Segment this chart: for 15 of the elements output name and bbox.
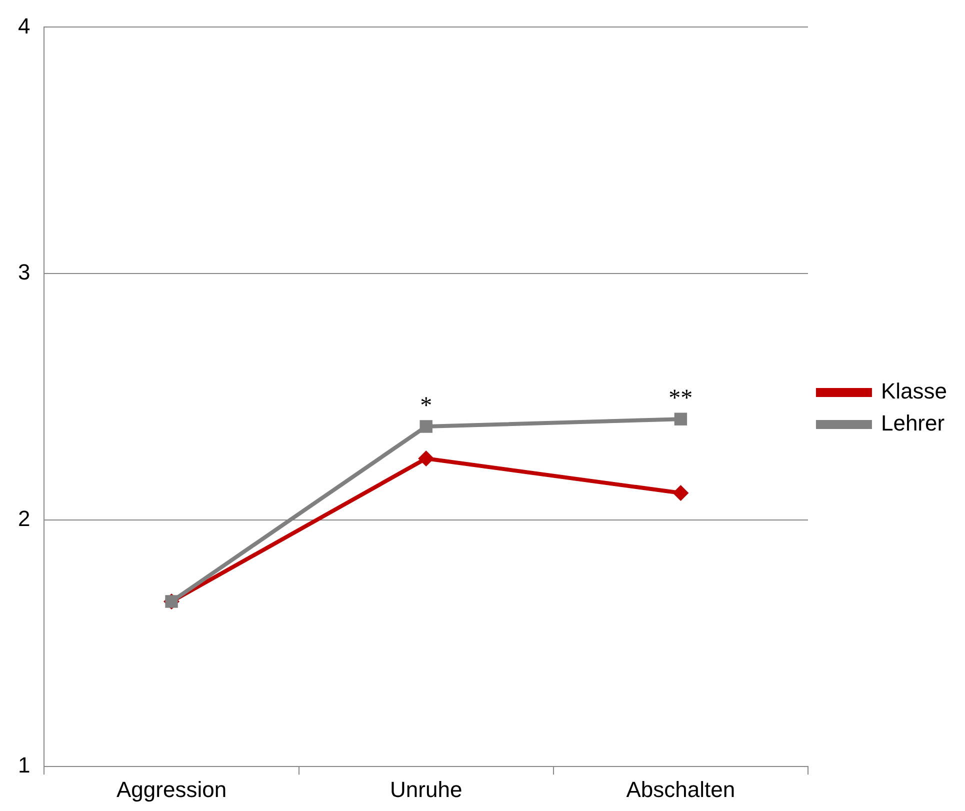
y-tick-label: 4 — [18, 13, 30, 38]
point — [674, 412, 688, 426]
y-tick-label: 1 — [18, 752, 30, 778]
x-tick-label: Unruhe — [390, 776, 462, 802]
x-tick-label: Abschalten — [626, 776, 736, 802]
point — [418, 450, 434, 467]
legend-label: Lehrer — [880, 410, 945, 436]
annotation: ** — [668, 385, 693, 412]
y-tick-label: 3 — [18, 260, 30, 285]
point — [672, 485, 689, 502]
x-tick-label: Aggression — [116, 776, 227, 802]
annotation: * — [420, 392, 432, 419]
legend-label: Klasse — [880, 378, 948, 404]
y-tick-label: 2 — [18, 506, 30, 532]
point — [420, 420, 432, 433]
